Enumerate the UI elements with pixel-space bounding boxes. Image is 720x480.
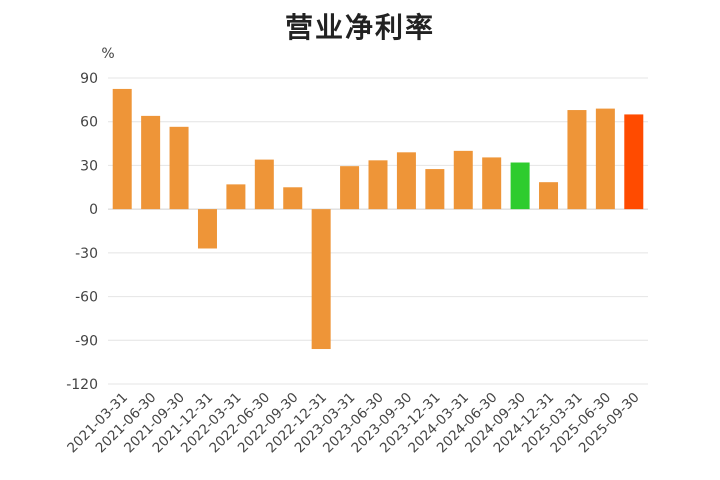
y-tick-label: 0	[89, 202, 98, 218]
bar-2024-12-31	[539, 182, 559, 210]
y-tick-label: -30	[75, 246, 98, 262]
bar-2025-09-30	[624, 114, 644, 210]
bar-2022-12-31	[311, 209, 331, 350]
bar-2023-06-30	[368, 160, 388, 210]
y-tick-label: -60	[75, 290, 98, 306]
bar-2024-06-30	[482, 157, 502, 210]
bar-2023-12-31	[425, 169, 445, 210]
y-tick-label: -120	[66, 377, 98, 393]
bar-2021-12-31	[197, 209, 217, 249]
y-axis-ticks: 90 60 30 0 -30 -60 -90 -120	[66, 71, 98, 393]
x-axis-ticks: 2021-03-312021-06-302021-09-302021-12-31…	[64, 390, 642, 457]
bar-2021-03-31	[112, 88, 132, 210]
bar-2021-09-30	[169, 126, 189, 210]
bar-2024-09-30	[510, 162, 530, 210]
bar-2025-06-30	[595, 108, 615, 210]
bar-2022-03-31	[226, 184, 246, 210]
y-tick-label: 60	[80, 115, 98, 131]
grid-lines	[108, 77, 648, 385]
y-unit-label: %	[101, 46, 114, 62]
bars	[112, 88, 644, 350]
bar-2022-06-30	[254, 159, 274, 210]
chart-title: 营业净利率	[284, 11, 435, 44]
bar-2022-09-30	[283, 187, 303, 210]
y-tick-label: 90	[80, 71, 98, 87]
y-tick-label: 30	[80, 158, 98, 174]
bar-2021-06-30	[141, 115, 161, 210]
y-tick-label: -90	[75, 333, 98, 349]
bar-2025-03-31	[567, 110, 587, 210]
bar-2023-03-31	[340, 166, 360, 210]
bar-2024-03-31	[453, 150, 473, 210]
bar-2023-09-30	[396, 152, 416, 210]
